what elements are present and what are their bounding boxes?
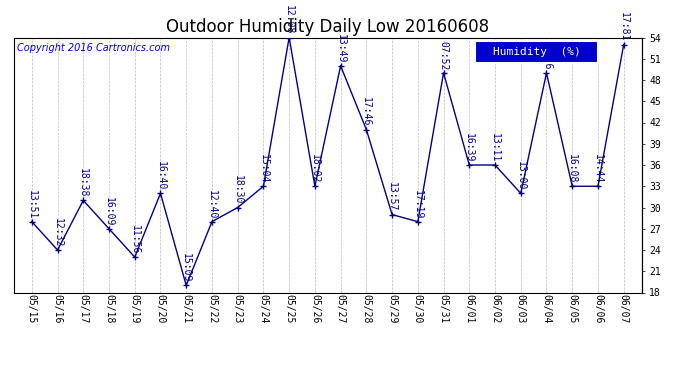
- Title: Outdoor Humidity Daily Low 20160608: Outdoor Humidity Daily Low 20160608: [166, 18, 489, 36]
- Text: 11:56: 11:56: [130, 225, 140, 254]
- Text: 16:39: 16:39: [464, 133, 474, 162]
- Text: 18:02: 18:02: [310, 154, 320, 183]
- Text: 14:44: 14:44: [593, 154, 603, 183]
- Text: 13:57: 13:57: [387, 182, 397, 212]
- Text: 13:49: 13:49: [335, 34, 346, 63]
- Text: 16:40: 16:40: [155, 161, 166, 190]
- Text: 12:40: 12:40: [207, 189, 217, 219]
- Text: 16:09: 16:09: [104, 196, 114, 226]
- Text: 18:30: 18:30: [233, 176, 243, 205]
- Text: 12:08: 12:08: [284, 5, 294, 35]
- FancyBboxPatch shape: [475, 41, 598, 63]
- Text: 17:19: 17:19: [413, 189, 423, 219]
- Text: Humidity  (%): Humidity (%): [493, 47, 580, 57]
- Text: 17:81: 17:81: [619, 12, 629, 42]
- Text: 13:00: 13:00: [515, 161, 526, 190]
- Text: 17:46: 17:46: [362, 98, 371, 127]
- Text: 12:32: 12:32: [52, 218, 63, 247]
- Text: 13:11: 13:11: [490, 133, 500, 162]
- Text: 13:51: 13:51: [27, 189, 37, 219]
- Text: Copyright 2016 Cartronics.com: Copyright 2016 Cartronics.com: [17, 43, 170, 52]
- Text: 15:04: 15:04: [259, 154, 268, 183]
- Text: 15:09: 15:09: [181, 253, 191, 283]
- Text: 10:16: 10:16: [542, 41, 551, 70]
- Text: 16:08: 16:08: [567, 154, 578, 183]
- Text: 07:52: 07:52: [439, 41, 449, 70]
- Text: 18:38: 18:38: [78, 168, 88, 198]
